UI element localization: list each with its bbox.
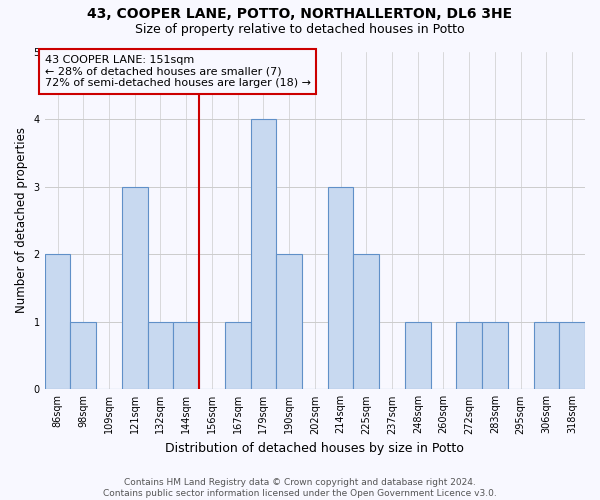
Bar (482, 322, 508, 390)
Text: Contains HM Land Registry data © Crown copyright and database right 2024.
Contai: Contains HM Land Registry data © Crown c… (103, 478, 497, 498)
Bar (328, 186, 353, 390)
Text: Size of property relative to detached houses in Potto: Size of property relative to detached ho… (135, 22, 465, 36)
Bar (559, 322, 585, 390)
Bar (353, 254, 379, 390)
Bar (173, 322, 199, 390)
Bar (225, 322, 251, 390)
X-axis label: Distribution of detached houses by size in Potto: Distribution of detached houses by size … (166, 442, 464, 455)
Bar (70, 322, 96, 390)
Y-axis label: Number of detached properties: Number of detached properties (15, 128, 28, 314)
Bar (533, 322, 559, 390)
Bar (148, 322, 173, 390)
Bar (44, 254, 70, 390)
Text: 43, COOPER LANE, POTTO, NORTHALLERTON, DL6 3HE: 43, COOPER LANE, POTTO, NORTHALLERTON, D… (88, 8, 512, 22)
Bar (405, 322, 431, 390)
Bar (122, 186, 148, 390)
Bar (276, 254, 302, 390)
Text: 43 COOPER LANE: 151sqm
← 28% of detached houses are smaller (7)
72% of semi-deta: 43 COOPER LANE: 151sqm ← 28% of detached… (44, 55, 311, 88)
Bar (457, 322, 482, 390)
Bar (251, 119, 276, 390)
